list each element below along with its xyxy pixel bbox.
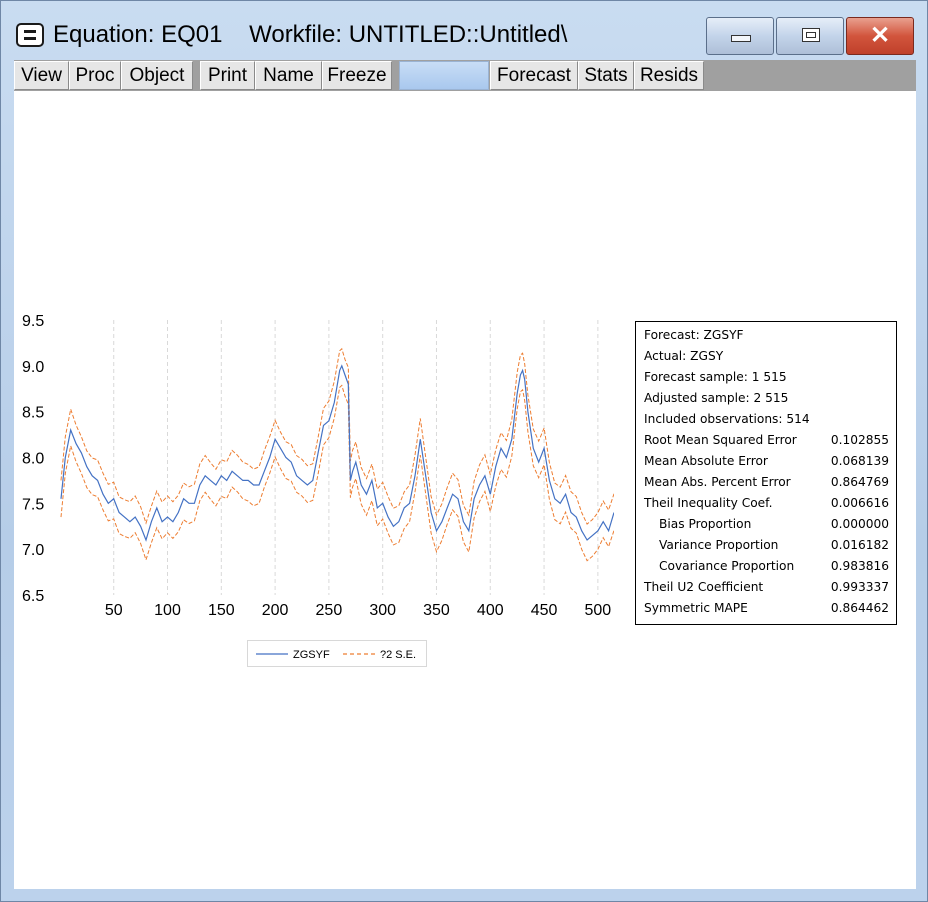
stat-forecast: Forecast: ZGSYF: [644, 328, 744, 342]
x-tick-label: 50: [105, 602, 123, 619]
stat-row: Bias Proportion 0.000000: [644, 517, 889, 537]
maximize-button[interactable]: [776, 17, 844, 55]
x-tick-label: 200: [262, 602, 289, 619]
stat-value: 0.993337: [830, 580, 889, 594]
stat-row: Symmetric MAPE 0.864462: [644, 601, 889, 621]
stat-forecast-sample: Forecast sample: 1 515: [644, 370, 787, 384]
stat-value: 0.102855: [830, 433, 889, 447]
forecast-line-zgsyf: [60, 364, 614, 542]
upper-se-band-line: [60, 347, 614, 525]
stat-row: Covariance Proportion 0.983816: [644, 559, 889, 579]
stat-value: 0.006616: [830, 496, 889, 510]
object-button[interactable]: Object: [121, 61, 193, 90]
window-menu-icon[interactable]: [16, 23, 44, 47]
y-tick-label: 8.0: [22, 451, 44, 468]
stat-value: 0.864769: [830, 475, 889, 489]
freeze-button[interactable]: Freeze: [322, 61, 392, 90]
name-button[interactable]: Name: [255, 61, 322, 90]
stat-included-observations: Included observations: 514: [644, 412, 810, 426]
toolbar-blank-button[interactable]: [399, 61, 489, 90]
x-tick-label: 300: [369, 602, 396, 619]
close-button[interactable]: ✕: [846, 17, 914, 55]
stat-row: Theil U2 Coefficient 0.993337: [644, 580, 889, 600]
x-tick-label: 150: [208, 602, 235, 619]
stat-label: Root Mean Squared Error: [644, 433, 797, 447]
print-button[interactable]: Print: [200, 61, 255, 90]
stat-label: Theil Inequality Coef.: [644, 496, 773, 510]
resids-button[interactable]: Resids: [634, 61, 704, 90]
lower-se-band-line: [60, 384, 614, 562]
minimize-button[interactable]: [706, 17, 774, 55]
minimize-icon: [731, 35, 751, 42]
maximize-icon: [802, 28, 820, 42]
stats-button[interactable]: Stats: [578, 61, 634, 90]
stat-adjusted-sample: Adjusted sample: 2 515: [644, 391, 789, 405]
y-tick-label: 7.0: [22, 542, 44, 559]
forecast-button[interactable]: Forecast: [490, 61, 578, 90]
stat-actual: Actual: ZGSY: [644, 349, 724, 363]
y-tick-label: 8.5: [22, 405, 44, 422]
x-tick-label: 400: [477, 602, 504, 619]
y-tick-label: 9.5: [22, 313, 44, 330]
x-tick-label: 450: [531, 602, 558, 619]
forecast-evaluation-table: Forecast: ZGSYF Actual: ZGSY Forecast sa…: [635, 321, 897, 625]
window-title: Equation: EQ01 Workfile: UNTITLED::Untit…: [53, 21, 568, 48]
x-tick-label: 350: [423, 602, 450, 619]
y-tick-label: 6.5: [22, 588, 44, 605]
toolbar: View Proc Object Print Name Freeze Forec…: [14, 60, 916, 91]
close-icon: ✕: [869, 22, 891, 49]
stat-label: Mean Absolute Error: [644, 454, 768, 468]
legend-label-zgsyf: ZGSYF: [293, 649, 330, 661]
stat-row: Root Mean Squared Error 0.102855: [644, 433, 889, 453]
stat-row: Variance Proportion 0.016182: [644, 538, 889, 558]
legend-label-se: ?2 S.E.: [380, 649, 416, 661]
stat-row: Mean Absolute Error 0.068139: [644, 454, 889, 474]
stat-label: Symmetric MAPE: [644, 601, 748, 615]
title-bar[interactable]: Equation: EQ01 Workfile: UNTITLED::Untit…: [1, 1, 927, 59]
y-tick-label: 7.5: [22, 496, 44, 513]
stat-row: Theil Inequality Coef. 0.006616: [644, 496, 889, 516]
graph-view: 6.5 7.0 7.5 8.0 8.5 9.0 9.5 50 100 150 200 250 300 3…: [14, 91, 916, 889]
forecast-chart: 6.5 7.0 7.5 8.0 8.5 9.0 9.5 50 100 150 200 250 300 3…: [22, 313, 614, 619]
chart-legend: ZGSYF ?2 S.E.: [247, 640, 427, 667]
view-button[interactable]: View: [14, 61, 69, 90]
stat-label: Bias Proportion: [659, 517, 752, 531]
stat-label: Mean Abs. Percent Error: [644, 475, 791, 489]
stat-row: Mean Abs. Percent Error 0.864769: [644, 475, 889, 495]
y-tick-label: 9.0: [22, 359, 44, 376]
proc-button[interactable]: Proc: [69, 61, 121, 90]
stat-label: Theil U2 Coefficient: [644, 580, 764, 594]
x-tick-label: 100: [154, 602, 181, 619]
stat-value: 0.068139: [830, 454, 889, 468]
stat-label: Variance Proportion: [659, 538, 779, 552]
x-tick-label: 500: [585, 602, 612, 619]
stat-value: 0.983816: [830, 559, 889, 573]
stat-value: 0.016182: [830, 538, 889, 552]
stat-value: 0.000000: [830, 517, 889, 531]
stat-value: 0.864462: [830, 601, 889, 615]
x-tick-label: 250: [316, 602, 343, 619]
stat-label: Covariance Proportion: [659, 559, 795, 573]
